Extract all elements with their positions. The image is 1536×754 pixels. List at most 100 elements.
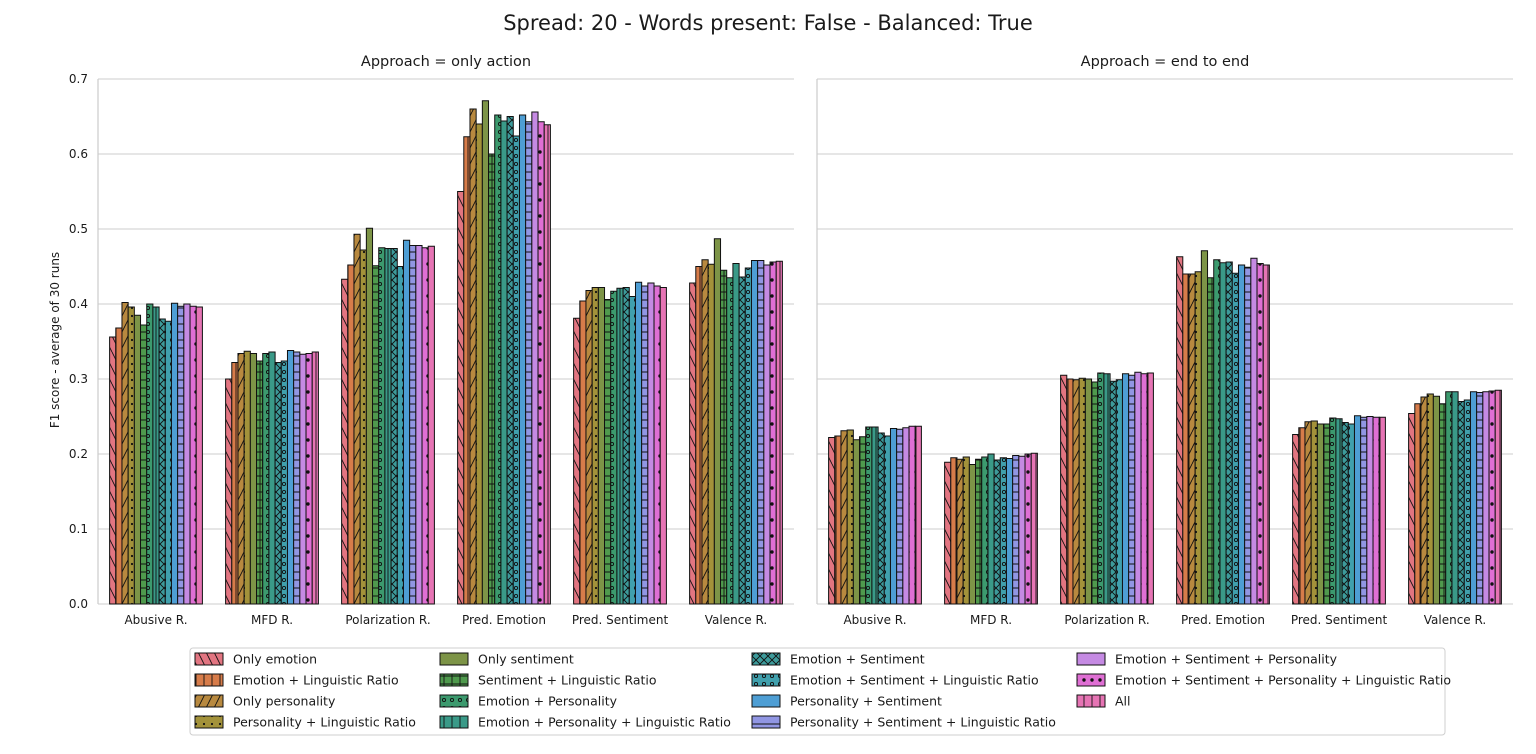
bar bbox=[1341, 422, 1349, 605]
x-tick-label: Polarization R. bbox=[1064, 613, 1149, 627]
bar bbox=[299, 353, 307, 605]
legend-label: Emotion + Sentiment + Personality bbox=[1115, 652, 1338, 667]
panel-title: Approach = end to end bbox=[1081, 54, 1250, 70]
y-tick-label: 0.3 bbox=[69, 372, 88, 386]
legend-item: Sentiment + Linguistic Ratio bbox=[439, 673, 657, 688]
bar bbox=[634, 281, 643, 605]
bar bbox=[1194, 271, 1202, 605]
bar bbox=[1146, 372, 1154, 605]
bar bbox=[1408, 413, 1416, 605]
legend-item: Emotion + Sentiment + Personality + Ling… bbox=[1076, 673, 1451, 688]
bar bbox=[463, 136, 471, 605]
bar bbox=[195, 306, 203, 605]
bar bbox=[1244, 266, 1252, 605]
x-tick-label: Pred. Emotion bbox=[1181, 613, 1265, 627]
bar bbox=[1432, 395, 1441, 605]
legend-swatch bbox=[439, 652, 469, 666]
bar bbox=[390, 248, 398, 605]
legend-label: Sentiment + Linguistic Ratio bbox=[478, 673, 657, 688]
bar bbox=[280, 360, 288, 605]
panels: 0.0 0.1 0.2 0.3 0.4 0.5 0.6 0.7 Approach = only … bbox=[69, 54, 1513, 627]
bar bbox=[231, 362, 239, 605]
legend-swatch bbox=[194, 652, 224, 666]
bar bbox=[1134, 371, 1142, 605]
bar bbox=[1078, 377, 1086, 605]
bar bbox=[889, 428, 898, 605]
legend-box bbox=[189, 647, 1446, 736]
bar bbox=[659, 287, 667, 605]
bar bbox=[1140, 373, 1148, 605]
bar bbox=[616, 287, 624, 605]
legend-swatch bbox=[439, 715, 469, 729]
legend-swatch bbox=[194, 673, 224, 687]
legend-item: Emotion + Linguistic Ratio bbox=[194, 673, 399, 688]
legend-swatch bbox=[194, 694, 224, 708]
bar bbox=[402, 239, 411, 605]
bar bbox=[713, 238, 722, 605]
y-tick-label: 0.7 bbox=[69, 72, 88, 86]
bar bbox=[347, 264, 355, 605]
bar bbox=[641, 285, 649, 605]
legend-item: Only sentiment bbox=[439, 652, 574, 667]
bar bbox=[1103, 373, 1111, 605]
legend-item: Emotion + Personality bbox=[439, 694, 618, 709]
x-tick-label: MFD R. bbox=[251, 613, 293, 627]
bar bbox=[506, 116, 514, 605]
bar bbox=[1231, 272, 1239, 605]
x-tick-label: Abusive R. bbox=[124, 613, 187, 627]
legend-swatch bbox=[1076, 652, 1106, 666]
legend-label: Emotion + Personality bbox=[478, 694, 618, 709]
bar bbox=[365, 227, 374, 605]
legend-label: All bbox=[1115, 694, 1131, 709]
bar bbox=[1182, 273, 1190, 605]
x-tick-label: MFD R. bbox=[970, 613, 1012, 627]
bar bbox=[999, 457, 1007, 605]
bar bbox=[1005, 458, 1014, 605]
legend-item: Emotion + Sentiment bbox=[751, 652, 925, 667]
x-tick-label: Pred. Sentiment bbox=[1291, 613, 1388, 627]
bar bbox=[409, 245, 417, 605]
bar bbox=[1024, 453, 1032, 605]
bar bbox=[372, 265, 380, 605]
bar bbox=[384, 248, 392, 605]
bar bbox=[968, 464, 977, 605]
legend-label: Emotion + Linguistic Ratio bbox=[233, 673, 399, 688]
bar bbox=[1256, 263, 1264, 605]
bar bbox=[457, 191, 465, 605]
y-axis-label: F1 score - average of 30 runs bbox=[48, 252, 62, 428]
bar bbox=[427, 245, 435, 605]
bar bbox=[293, 351, 301, 605]
bar bbox=[1128, 374, 1136, 605]
bar bbox=[1372, 416, 1380, 605]
bar bbox=[274, 362, 282, 605]
bar bbox=[1066, 378, 1074, 605]
legend-swatch bbox=[1076, 673, 1106, 687]
bar bbox=[914, 425, 922, 605]
bar bbox=[653, 285, 661, 605]
bar bbox=[488, 153, 496, 605]
bar bbox=[286, 350, 295, 605]
bar bbox=[1360, 416, 1368, 605]
bar bbox=[962, 456, 970, 605]
bar bbox=[1439, 403, 1447, 605]
bar bbox=[537, 121, 545, 605]
bar bbox=[1012, 455, 1020, 605]
legend-swatch bbox=[439, 694, 469, 708]
x-tick-label: Abusive R. bbox=[843, 613, 906, 627]
bar bbox=[1121, 373, 1130, 605]
bar bbox=[152, 306, 160, 605]
bar bbox=[950, 457, 958, 605]
bar bbox=[1207, 277, 1215, 605]
bar bbox=[1463, 399, 1471, 605]
bar bbox=[896, 428, 904, 605]
bar bbox=[775, 260, 783, 605]
bar bbox=[1225, 261, 1233, 605]
bar bbox=[1097, 372, 1105, 605]
bar bbox=[956, 458, 964, 605]
bar bbox=[1250, 257, 1258, 605]
bar bbox=[769, 261, 777, 605]
bar bbox=[573, 317, 581, 605]
bar bbox=[622, 287, 630, 605]
bar bbox=[744, 267, 752, 605]
